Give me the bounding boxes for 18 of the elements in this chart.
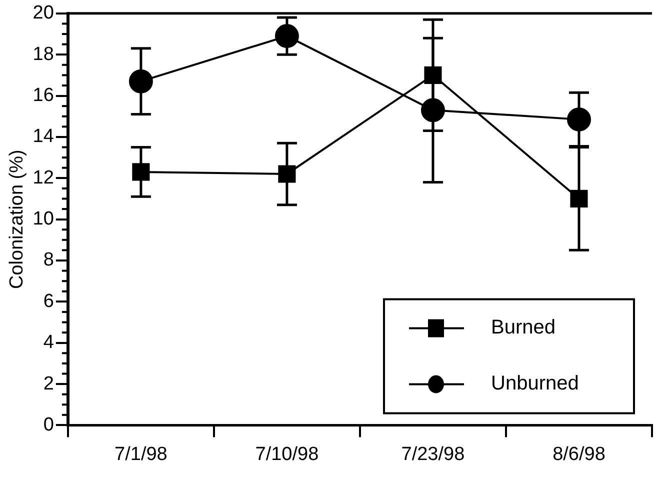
y-tick-label: 20 — [32, 2, 54, 24]
y-tick-label: 12 — [32, 167, 54, 188]
y-tick-label: 10 — [32, 208, 54, 230]
y-tick-label: 0 — [43, 414, 54, 436]
y-tick-label: 6 — [43, 290, 54, 312]
x-tick-label: 7/1/98 — [114, 444, 168, 465]
y-tick-label: 4 — [43, 332, 54, 354]
y-tick-label: 14 — [32, 126, 54, 148]
x-tick-label: 7/10/98 — [255, 444, 319, 465]
x-tick-label: 7/23/98 — [401, 444, 465, 465]
legend-label: Burned — [491, 316, 556, 339]
y-tick-label: 18 — [32, 44, 54, 65]
y-tick-label: 2 — [43, 373, 54, 394]
y-axis-title: Colonization (%) — [6, 150, 28, 290]
x-tick-label: 8/6/98 — [552, 444, 606, 465]
y-tick-label: 16 — [32, 84, 54, 106]
y-tick-label: 8 — [43, 250, 54, 271]
legend-label: Unburned — [491, 372, 579, 395]
